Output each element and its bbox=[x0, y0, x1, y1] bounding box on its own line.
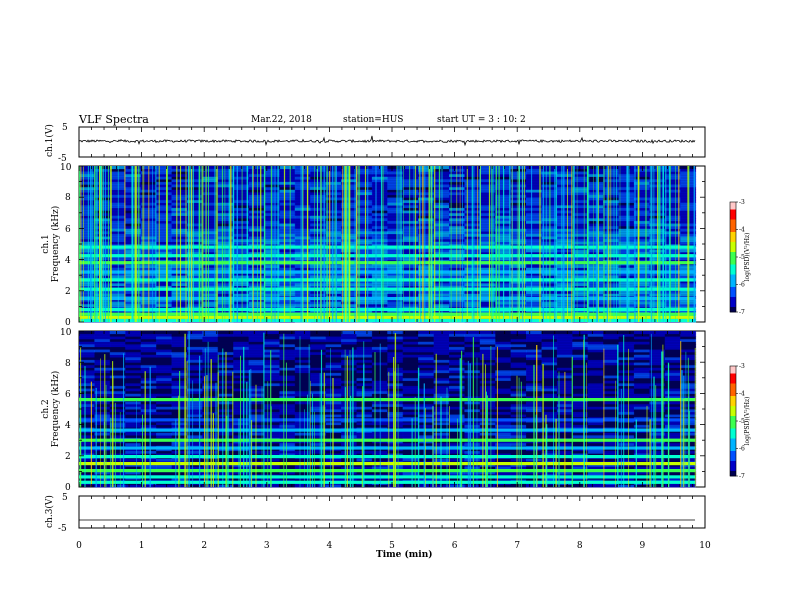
spectrogram-band bbox=[79, 288, 696, 291]
station-label: station=HUS bbox=[343, 115, 403, 125]
ylabel-spec1-channel: ch.1 bbox=[41, 234, 51, 253]
spectrogram-band bbox=[79, 297, 696, 300]
spectrogram-cell bbox=[249, 166, 265, 169]
spectrogram-cell bbox=[434, 166, 450, 169]
ytick-label-spec1-8: 8 bbox=[65, 193, 71, 203]
ytick-label-ch1-top: 5 bbox=[62, 123, 68, 133]
spectrogram-cell bbox=[387, 166, 403, 169]
spectrogram-band bbox=[79, 271, 696, 274]
spectrogram-band bbox=[79, 278, 696, 281]
spectrogram-panel-ch2: 0 2 4 6 8 10 ch.2 Frequency (kHz) bbox=[41, 328, 705, 493]
spectrogram-band bbox=[79, 246, 696, 249]
spectrogram-band bbox=[79, 316, 696, 319]
ylabel-spec1-frequency: Frequency (kHz) bbox=[50, 206, 61, 283]
spectrogram-band bbox=[79, 313, 696, 316]
date-label: Mar.22, 2018 bbox=[251, 115, 312, 125]
ylabel-ch1-waveform: ch.1(V) bbox=[44, 124, 55, 157]
spectrogram-band bbox=[79, 261, 696, 264]
ytick-label-spec1-10: 10 bbox=[60, 163, 72, 173]
ytick-label-spec1-6: 6 bbox=[65, 225, 71, 235]
spectrogram-cell bbox=[326, 166, 342, 169]
spectrogram-image-ch1 bbox=[79, 166, 696, 323]
spectrogram-band bbox=[79, 308, 696, 311]
spectrogram-band bbox=[79, 254, 696, 257]
start-time-label: start UT = 3 : 10: 2 bbox=[437, 115, 526, 125]
spectrogram-cell bbox=[403, 166, 419, 169]
spectrogram-cell bbox=[156, 166, 172, 169]
spectrogram-cell bbox=[588, 166, 604, 169]
spectrogram-band bbox=[79, 319, 696, 322]
ylabel-spec1: ch.1 bbox=[41, 234, 51, 253]
spectrogram-cell bbox=[634, 166, 650, 169]
spectrogram-cell bbox=[557, 166, 573, 169]
ytick-label-spec1-4: 4 bbox=[65, 256, 71, 266]
figure-title: VLF Spectra bbox=[78, 113, 149, 126]
spectrogram-cell bbox=[110, 166, 126, 169]
spectrogram-image-ch2 bbox=[79, 331, 696, 488]
waveform-panel-ch1: 5 -5 ch.1(V) bbox=[44, 123, 705, 164]
spectrogram-panel-ch1: 0 2 4 6 8 10 ch.1 Frequency (kHz) bbox=[41, 163, 705, 328]
spectrogram-cell bbox=[279, 166, 295, 169]
ytick-label-spec1-0: 0 bbox=[65, 318, 71, 328]
spectrogram-cell bbox=[619, 166, 635, 169]
ytick-label-spec1-2: 2 bbox=[65, 287, 71, 297]
